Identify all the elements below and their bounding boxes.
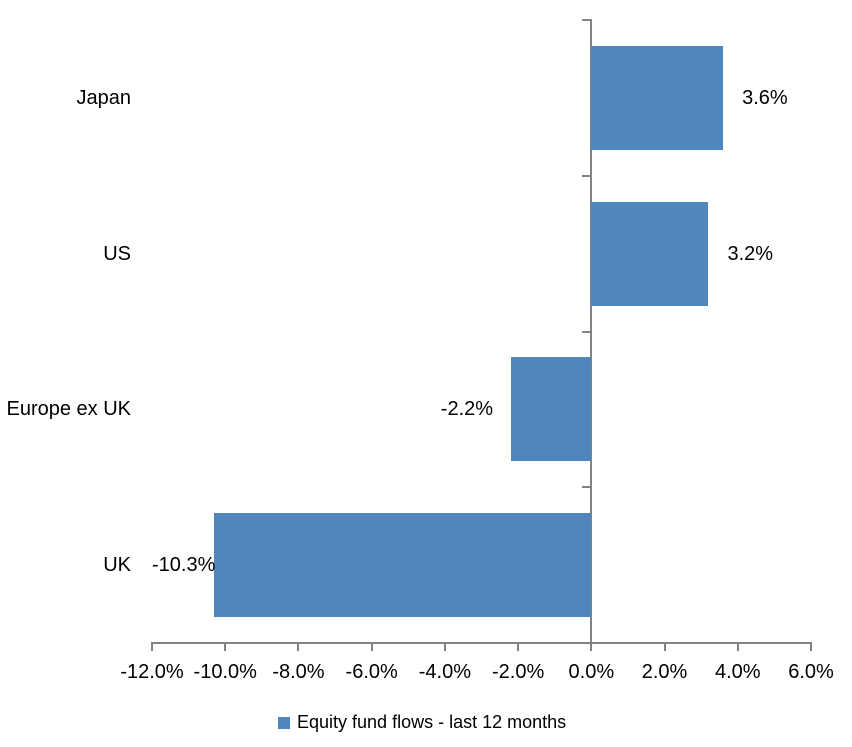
bar-uk (214, 513, 592, 618)
data-label-us: 3.2% (727, 242, 774, 265)
bar-us (591, 201, 709, 306)
x-tick (370, 642, 373, 651)
category-label-us: US (103, 242, 131, 265)
legend: Equity fund flows - last 12 months (278, 712, 566, 733)
x-tick-label: -6.0% (345, 661, 398, 683)
category-label-uk: UK (103, 554, 131, 577)
legend-swatch-icon (278, 716, 290, 729)
x-tick-label: -10.0% (193, 661, 257, 683)
data-label-europe-ex-uk: -2.2% (440, 398, 494, 421)
x-tick (517, 642, 520, 651)
x-tick-label: -8.0% (272, 661, 325, 683)
category-tick (582, 174, 591, 177)
x-tick-label: 2.0% (641, 661, 688, 683)
category-tick (582, 330, 591, 333)
bar-japan (591, 45, 724, 150)
x-tick-label: 4.0% (714, 661, 761, 683)
x-tick (736, 642, 739, 651)
x-tick (151, 642, 153, 651)
x-tick-label: -2.0% (491, 661, 545, 683)
x-tick-label: -12.0% (120, 661, 184, 683)
legend-label: Equity fund flows - last 12 months (297, 712, 567, 732)
category-label-japan: Japan (76, 86, 132, 109)
x-axis-line (152, 642, 811, 644)
x-tick (297, 642, 300, 651)
data-label-uk: -10.3% (152, 554, 216, 577)
category-label-europe-ex-uk: Europe ex UK (6, 398, 131, 421)
x-tick (224, 642, 227, 651)
bar-europe-ex-uk (510, 357, 592, 462)
category-tick (582, 19, 591, 21)
data-label-japan: 3.6% (742, 86, 788, 109)
x-tick-label: 6.0% (788, 661, 834, 683)
x-tick (590, 642, 593, 651)
x-tick (810, 642, 812, 651)
x-tick (443, 642, 446, 651)
y-axis-line (590, 19, 593, 651)
x-tick (663, 642, 666, 651)
x-tick-label: 0.0% (568, 661, 615, 683)
x-tick-label: -4.0% (418, 661, 471, 683)
category-tick (582, 486, 591, 489)
